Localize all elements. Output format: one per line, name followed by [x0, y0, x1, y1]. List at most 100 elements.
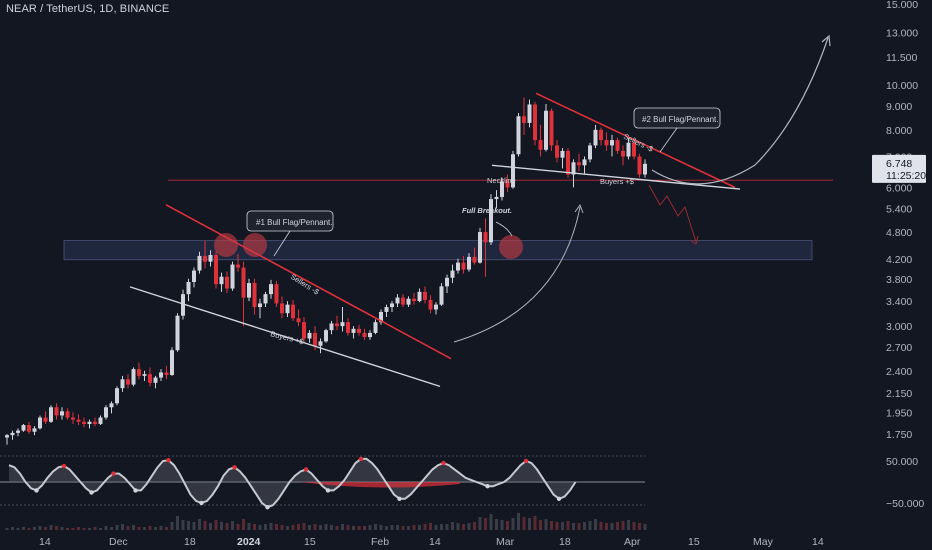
candle-body [340, 322, 345, 327]
bearish-projection [648, 184, 697, 243]
volume-bar [539, 520, 542, 530]
volume-bar [170, 522, 174, 530]
osc-pivot-dot [61, 463, 67, 469]
candle-body [192, 270, 196, 282]
volume-bar [280, 525, 284, 530]
candle-body [131, 369, 136, 385]
candle-body [467, 256, 471, 270]
candle-body [76, 419, 81, 422]
volume-bar [577, 523, 581, 530]
time-tick-label: 14 [39, 536, 51, 548]
volume-bar [368, 525, 372, 530]
volume-bar [379, 525, 383, 530]
volume-bar [401, 526, 405, 530]
volume-bar [143, 527, 146, 530]
flag1-lower-trendline [129, 286, 441, 388]
candle-body [252, 283, 257, 308]
volume-bar [478, 517, 482, 530]
volume-bar [605, 523, 608, 530]
volume-bar [451, 522, 454, 530]
price-tick-label: 4.800 [886, 227, 912, 239]
time-tick-label: 15 [688, 536, 700, 548]
volume-bar [88, 528, 91, 530]
candle-body [27, 425, 31, 432]
volume-bar [286, 526, 289, 530]
volume-bar [264, 524, 267, 530]
candle-body [120, 379, 125, 389]
volume-bar [506, 521, 509, 530]
price-tick-label: 8.000 [886, 125, 912, 137]
osc-pivot-dot [441, 460, 446, 466]
osc-pivot-dot [166, 457, 171, 463]
candle-body [269, 284, 273, 295]
osc-pivot-dot [199, 500, 204, 506]
candle-body [544, 110, 548, 150]
candle-body [434, 304, 438, 310]
candle-body [500, 181, 504, 197]
candle-body [351, 328, 356, 333]
candle-body [104, 407, 108, 418]
candle-body [203, 255, 207, 262]
candle-body [335, 323, 339, 327]
price-tick-label: 3.800 [886, 274, 912, 286]
osc-pivot-dot [485, 484, 490, 489]
candle-body [109, 403, 114, 408]
osc-pivot-dot [303, 467, 309, 472]
volume-bar [242, 519, 245, 530]
volume-bar [616, 522, 619, 530]
candle-body [21, 425, 26, 431]
volume-bar [55, 526, 58, 530]
candle-body [560, 150, 565, 158]
volume-bar [220, 522, 223, 530]
candle-body [571, 162, 576, 175]
candle-body [60, 411, 64, 416]
volume-bar [363, 526, 366, 530]
volume-bar [610, 523, 614, 530]
volume-bar [561, 522, 564, 530]
volume-bar [643, 524, 647, 530]
volume-bar [137, 527, 141, 530]
volume-bar [99, 528, 102, 530]
volume-bar [528, 518, 531, 530]
volume-bar [66, 528, 69, 530]
volume-bar [77, 527, 80, 530]
volume-bar [500, 520, 504, 530]
candle-body [593, 129, 598, 146]
candle-body [230, 264, 235, 289]
volume-bar [456, 523, 460, 530]
time-tick-label: Dec [109, 536, 128, 548]
volume-bar [627, 520, 630, 530]
volume-bar [572, 523, 575, 530]
buyers-label-2: Buyers +$ [600, 177, 635, 186]
breakout-arrow [495, 221, 513, 237]
candle-body [247, 283, 251, 298]
candle-body [461, 262, 466, 270]
price-tick-label: 6.000 [886, 182, 912, 194]
volume-bar [291, 525, 295, 530]
candle-body [49, 407, 53, 422]
touch-marker [499, 235, 523, 259]
volume-bar [192, 522, 196, 530]
candle-body [313, 332, 317, 346]
volume-bar [429, 523, 432, 530]
candle-body [472, 256, 477, 263]
candle-body [423, 291, 427, 300]
candle-body [494, 196, 499, 200]
volume-bar [632, 522, 636, 530]
candle-body [395, 297, 400, 304]
volume-bar [473, 522, 476, 530]
volume-bar [297, 524, 300, 530]
price-tick-label: 2.400 [886, 366, 912, 378]
osc-line [8, 457, 577, 509]
breakout-label: Full Breakout. [462, 206, 512, 215]
candle-body [175, 315, 180, 351]
candle-body [538, 140, 543, 150]
time-tick-label: 14 [812, 536, 824, 548]
candle-body [483, 232, 488, 243]
volume-bar [319, 525, 322, 530]
volume-bar [390, 525, 394, 530]
candle-body [137, 369, 141, 376]
candle-body [577, 162, 581, 166]
volume-bar [445, 524, 449, 530]
